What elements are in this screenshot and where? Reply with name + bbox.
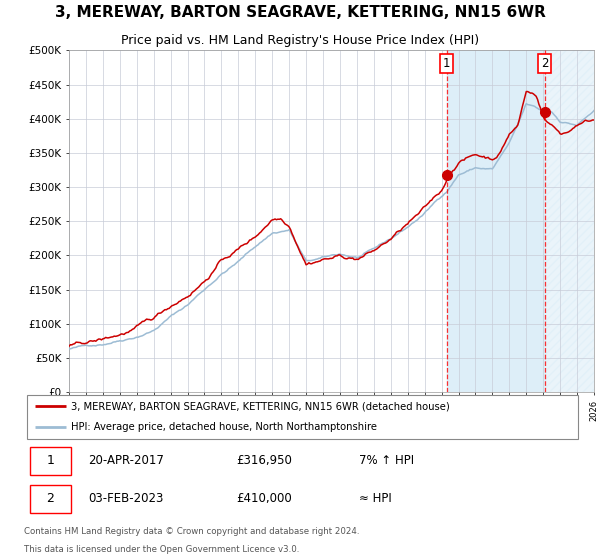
FancyBboxPatch shape [27,395,578,438]
Text: 03-FEB-2023: 03-FEB-2023 [88,492,164,505]
Text: Contains HM Land Registry data © Crown copyright and database right 2024.: Contains HM Land Registry data © Crown c… [24,526,359,536]
Text: HPI: Average price, detached house, North Northamptonshire: HPI: Average price, detached house, Nort… [71,422,377,432]
Bar [446,50,545,392]
FancyBboxPatch shape [29,447,71,475]
Text: 1: 1 [443,57,451,70]
Text: 1: 1 [47,454,55,468]
Text: 7% ↑ HPI: 7% ↑ HPI [359,454,414,468]
Text: Price paid vs. HM Land Registry's House Price Index (HPI): Price paid vs. HM Land Registry's House … [121,34,479,47]
Text: 2: 2 [47,492,55,505]
Text: 3, MEREWAY, BARTON SEAGRAVE, KETTERING, NN15 6WR (detached house): 3, MEREWAY, BARTON SEAGRAVE, KETTERING, … [71,401,450,411]
Bar [545,50,594,392]
Text: This data is licensed under the Open Government Licence v3.0.: This data is licensed under the Open Gov… [24,545,299,554]
Text: ≈ HPI: ≈ HPI [359,492,392,505]
Text: £410,000: £410,000 [236,492,292,505]
Text: 20-APR-2017: 20-APR-2017 [88,454,164,468]
FancyBboxPatch shape [29,485,71,513]
Text: 2: 2 [541,57,548,70]
Text: 3, MEREWAY, BARTON SEAGRAVE, KETTERING, NN15 6WR: 3, MEREWAY, BARTON SEAGRAVE, KETTERING, … [55,5,545,20]
Text: £316,950: £316,950 [236,454,292,468]
